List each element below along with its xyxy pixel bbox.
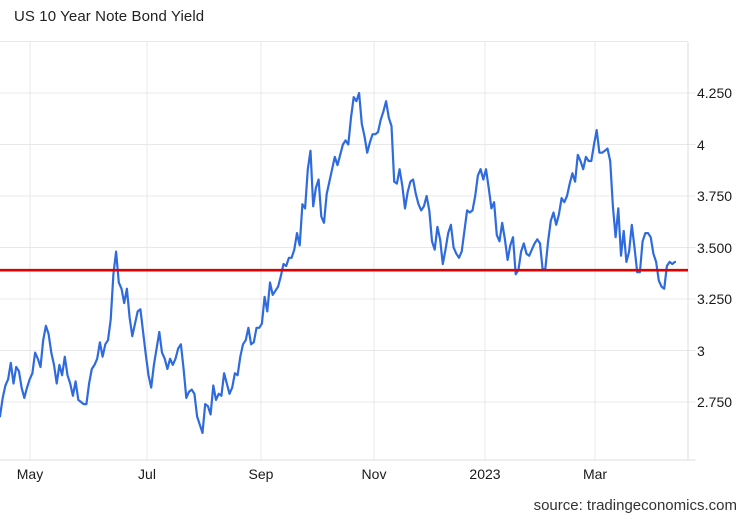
y-axis-tick-label: 4.250 <box>697 85 733 101</box>
y-axis-tick-label: 3.250 <box>697 291 733 307</box>
x-axis-tick-label: May <box>16 466 44 482</box>
y-axis-tick-label: 2.750 <box>697 394 733 410</box>
y-axis-tick-label: 3.750 <box>697 188 733 204</box>
x-axis-tick-label: Nov <box>361 466 387 482</box>
x-axis-tick-label: Mar <box>582 466 608 482</box>
y-axis-tick-label: 3 <box>697 342 705 359</box>
source-credit-link[interactable]: source: tradingeconomics.com <box>533 497 737 514</box>
y-axis-tick-label: 3.500 <box>697 239 733 256</box>
yield-line-series <box>0 91 677 434</box>
x-axis-tick-label: Jul <box>138 466 156 482</box>
chart-title: US 10 Year Note Bond Yield <box>14 8 205 25</box>
x-axis-tick-label: 2023 <box>469 466 501 482</box>
y-axis-tick-label: 4 <box>697 136 705 153</box>
x-axis-tick-label: Sep <box>248 466 274 482</box>
